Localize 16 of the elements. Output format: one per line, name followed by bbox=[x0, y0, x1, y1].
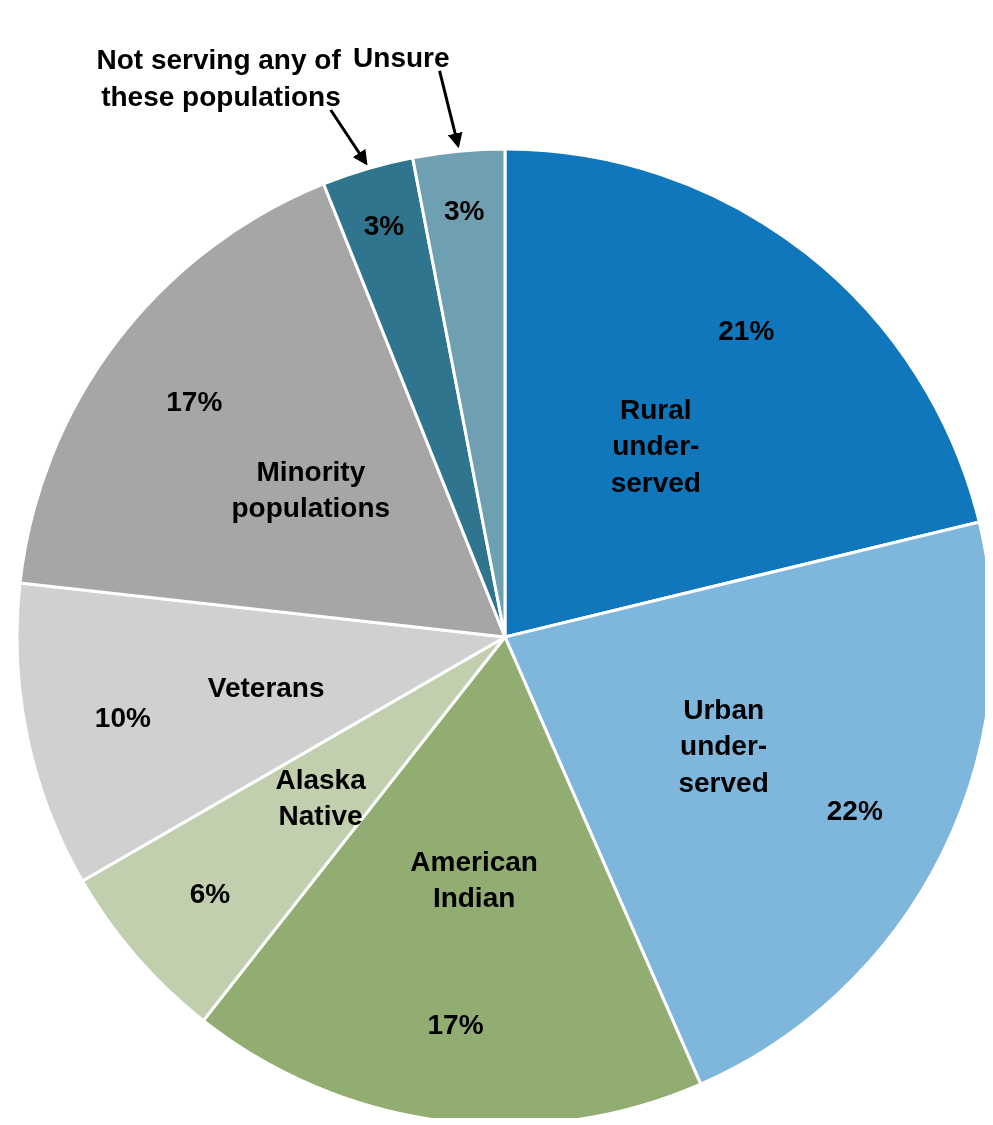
data-label: 3% bbox=[363, 209, 405, 241]
slice-label: Minority populations bbox=[231, 455, 391, 523]
slice-label: American Indian bbox=[410, 845, 538, 913]
data-label: 17% bbox=[427, 1008, 484, 1040]
slice-label: Alaska Native bbox=[275, 763, 367, 831]
data-label: 6% bbox=[189, 877, 231, 909]
data-label: 17% bbox=[166, 385, 223, 417]
data-label: 10% bbox=[94, 701, 151, 733]
data-label: 3% bbox=[443, 194, 485, 225]
data-label: 21% bbox=[718, 314, 775, 346]
slice-label: Veterans bbox=[207, 671, 325, 703]
data-label: 22% bbox=[826, 794, 883, 826]
slice-label: Unsure bbox=[353, 41, 450, 73]
slice-label: Not serving any of these populations bbox=[96, 43, 342, 112]
slice-label: Urban under- served bbox=[678, 693, 769, 798]
slice-label: Rural under- served bbox=[610, 393, 701, 498]
